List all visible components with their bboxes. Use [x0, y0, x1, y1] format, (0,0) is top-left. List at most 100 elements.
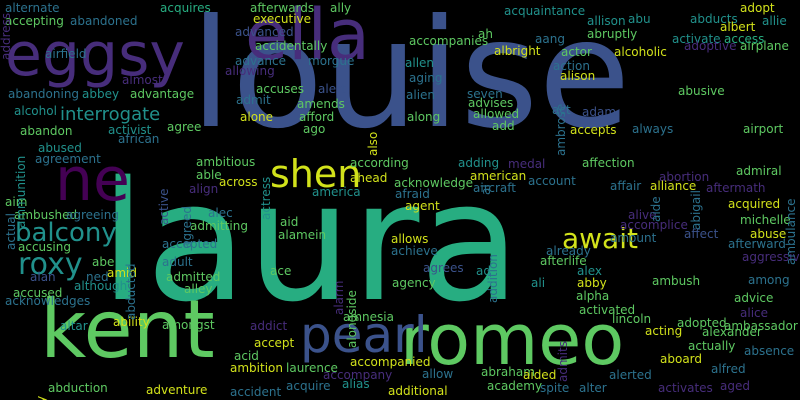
cloud-word-acquaintance: acquaintance [504, 4, 586, 18]
cloud-word-almost: almost [122, 73, 163, 87]
cloud-word-agency: agency [392, 276, 436, 290]
cloud-word-pearl: pearl [300, 306, 428, 364]
cloud-word-actor: actor [561, 45, 592, 59]
cloud-word-spite: spite [540, 381, 570, 395]
cloud-word-ability: ability [113, 315, 150, 329]
cloud-word-accompany: accompany [323, 368, 393, 382]
cloud-word-acquires: acquires [160, 1, 211, 15]
cloud-word-airport: airport [743, 122, 784, 136]
cloud-word-advance: advance [235, 54, 287, 68]
cloud-word-along: along [407, 110, 441, 124]
cloud-word-michelle: michelle [740, 213, 791, 227]
cloud-word-laurence: laurence [286, 361, 338, 375]
cloud-word-act: act [552, 103, 571, 117]
cloud-word-account: account [528, 174, 576, 188]
cloud-word-aged: aged [720, 379, 750, 393]
cloud-word-agrees: agrees [423, 261, 464, 275]
cloud-word-louise: louise [190, 0, 631, 162]
cloud-word-abusive: abusive [678, 84, 725, 98]
cloud-word-allison: allison [587, 14, 626, 28]
cloud-word-activated: activated [579, 303, 636, 317]
cloud-word-aggressive: aggressive [742, 250, 800, 264]
cloud-word-addition: addition [486, 254, 500, 303]
cloud-word-agreeing: agreeing [66, 208, 119, 222]
cloud-word-agree: agree [167, 120, 202, 134]
cloud-word-accused: accused [13, 286, 63, 300]
cloud-word-aging: aging [409, 71, 443, 85]
cloud-word-allen: allen [405, 56, 435, 70]
cloud-word-although: although [74, 279, 128, 293]
cloud-word-acquire: acquire [286, 379, 331, 393]
cloud-word-aide: aide [649, 196, 663, 222]
cloud-word-accepts: accepts [570, 123, 617, 137]
cloud-word-amount: amount [610, 231, 657, 245]
cloud-word-alone: alone [240, 110, 274, 124]
cloud-word-allie: allie [762, 14, 787, 28]
cloud-word-accept: accept [254, 336, 295, 350]
cloud-word-across: across [219, 175, 258, 189]
cloud-word-achieve: achieve [391, 244, 438, 258]
cloud-word-adoptive: adoptive [684, 39, 737, 53]
cloud-word-amnesia: amnesia [343, 310, 394, 324]
cloud-word-medal: medal [508, 157, 546, 171]
cloud-word-adding: adding [458, 156, 500, 170]
cloud-word-alert: alert [318, 82, 346, 96]
cloud-word-afraid: afraid [395, 187, 430, 201]
cloud-word-adult: adult [162, 255, 193, 269]
cloud-word-abigail: abigail [689, 190, 703, 230]
cloud-word-advises: advises [468, 96, 514, 110]
cloud-word-active: active [157, 188, 171, 225]
cloud-word-adam: adam [582, 105, 617, 119]
cloud-word-accepted: accepted [162, 237, 218, 251]
cloud-word-ambulance: ambulance [784, 198, 798, 265]
cloud-word-alter: alter [579, 381, 607, 395]
cloud-word-acid: acid [234, 349, 259, 363]
cloud-word-abe: abe [92, 255, 115, 269]
cloud-word-aid: aid [280, 215, 299, 229]
cloud-word-alpha: alpha [576, 289, 610, 303]
cloud-word-acting: acting [645, 324, 683, 338]
cloud-word-acknowledges: acknowledges [5, 294, 91, 308]
cloud-word-airfield: airfield [45, 47, 87, 61]
cloud-word-according: according [350, 156, 409, 170]
cloud-word-ago: ago [303, 122, 326, 136]
cloud-word-alcoholic: alcoholic [614, 45, 667, 59]
cloud-word-amends: amends [297, 97, 345, 111]
cloud-word-allows: allows [391, 232, 429, 246]
cloud-word-acquired: acquired [728, 197, 781, 211]
cloud-word-altar: altar [60, 319, 88, 333]
cloud-word-romeo: romeo [400, 299, 625, 381]
cloud-word-alamein: alamein [278, 228, 327, 242]
cloud-word-accomplice: accomplice [620, 218, 688, 232]
cloud-word-alongside: alongside [345, 290, 359, 348]
cloud-word-amid: amid [107, 266, 137, 280]
cloud-word-await: await [562, 222, 638, 255]
cloud-word-american: american [470, 169, 527, 183]
cloud-word-addict: addict [250, 319, 288, 333]
cloud-word-abu: abu [628, 12, 651, 26]
cloud-word-abuse: abuse [750, 227, 787, 241]
cloud-word-acknowledge: acknowledge [394, 176, 473, 190]
cloud-word-abandoning: abandoning [8, 87, 80, 101]
cloud-word-alley: alley [184, 282, 213, 296]
cloud-word-ah: ah [478, 27, 493, 41]
cloud-word-ambrose: ambrose [554, 103, 568, 156]
cloud-word-afterlife: afterlife [540, 254, 587, 268]
cloud-word-alexander: alexander [702, 325, 762, 339]
cloud-word-ali: ali [531, 276, 546, 290]
cloud-word-alan: alan [30, 270, 56, 284]
cloud-word-actually: actually [688, 339, 736, 353]
cloud-word-ne: ne [55, 145, 130, 215]
cloud-word-abruptly: abruptly [587, 27, 638, 41]
cloud-word-abortion: abortion [659, 170, 710, 184]
cloud-word-alice: alice [740, 306, 769, 320]
cloud-word-ammunition: ammunition [14, 155, 28, 228]
cloud-word-accompanies: accompanies [409, 34, 489, 48]
cloud-word-address: address [0, 12, 13, 60]
cloud-word-abandon: abandon [20, 124, 73, 138]
cloud-word-activist: activist [108, 123, 152, 137]
cloud-word-america: america [312, 185, 361, 199]
cloud-word-interrogate: interrogate [60, 104, 161, 125]
cloud-word-agent: agent [405, 199, 440, 213]
